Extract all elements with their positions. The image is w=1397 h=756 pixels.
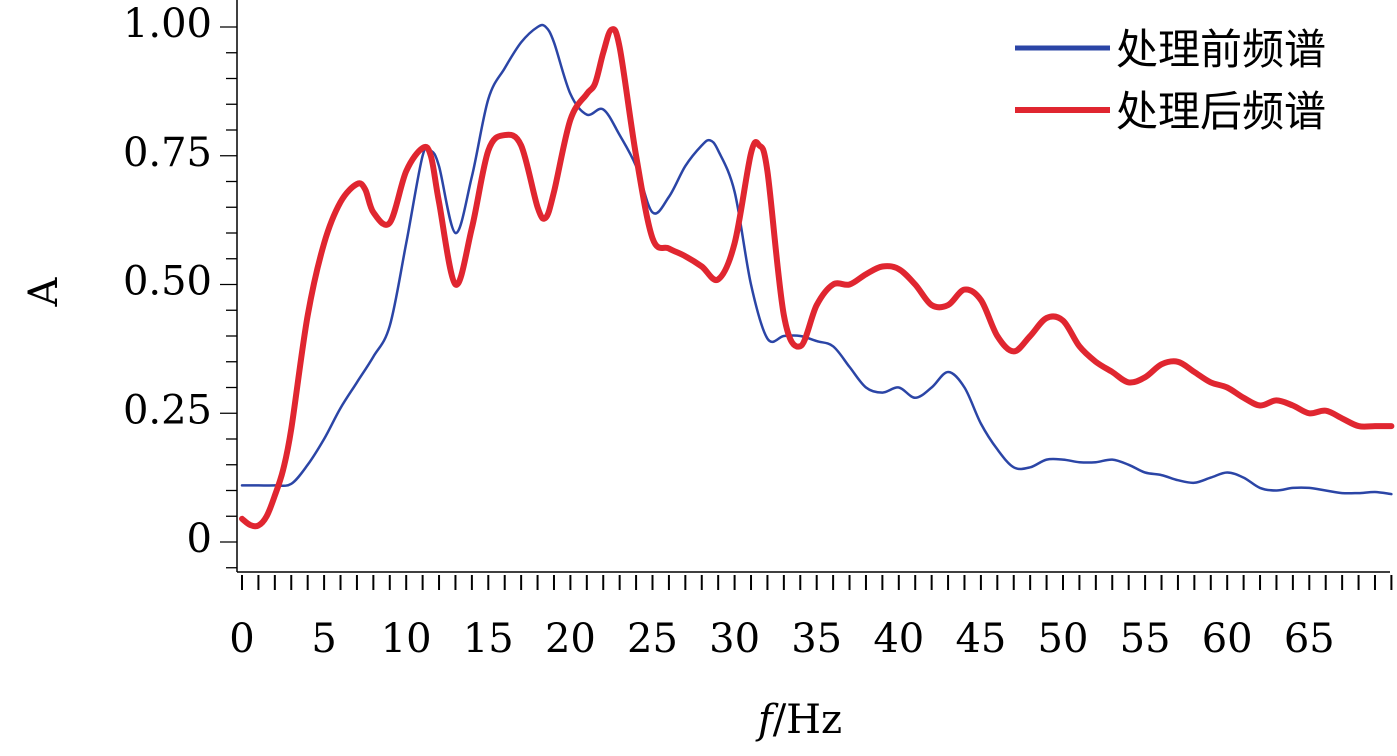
legend-label-after: 处理后频谱 <box>1116 87 1326 136</box>
x-axis-title: f/Hz <box>755 697 842 743</box>
x-tick-label: 30 <box>709 616 760 662</box>
x-tick-label: 60 <box>1202 616 1253 662</box>
x-tick-label: 65 <box>1284 616 1335 662</box>
y-tick-label: 0.50 <box>123 259 212 305</box>
series-after-line <box>239 26 1395 530</box>
y-tick-label: 1.00 <box>123 1 212 47</box>
x-tick-label: 50 <box>1038 616 1089 662</box>
x-tick-label: 55 <box>1120 616 1171 662</box>
x-tick-label: 35 <box>791 616 842 662</box>
x-tick-label: 25 <box>627 616 678 662</box>
legend: 处理前频谱 处理后频谱 <box>1015 25 1326 136</box>
y-axis-title: A <box>21 276 67 307</box>
x-axis-title-unit: /Hz <box>773 697 842 743</box>
x-tick-label: 10 <box>381 616 432 662</box>
x-tick-label: 20 <box>545 616 596 662</box>
x-tick-label: 0 <box>229 616 254 662</box>
x-tick-label: 45 <box>955 616 1006 662</box>
x-tick-label: 15 <box>463 616 514 662</box>
x-ticks: 0 5 10 15 20 25 30 35 40 45 50 55 60 65 <box>229 575 1393 662</box>
x-tick-label: 5 <box>311 616 336 662</box>
x-tick-label: 40 <box>873 616 924 662</box>
y-ticks: 0 0.25 0.50 0.75 1.00 <box>123 1 237 569</box>
y-axis: 0 0.25 0.50 0.75 1.00 <box>123 0 238 572</box>
plot-lines <box>239 23 1395 530</box>
x-axis: 0 5 10 15 20 25 30 35 40 45 50 55 60 65 <box>229 571 1393 662</box>
y-tick-label: 0.75 <box>123 130 212 176</box>
legend-item-before: 处理前频谱 <box>1015 25 1326 74</box>
legend-label-before: 处理前频谱 <box>1116 25 1326 74</box>
y-tick-label: 0 <box>187 516 212 562</box>
legend-item-after: 处理后频谱 <box>1015 87 1326 136</box>
y-tick-label: 0.25 <box>123 387 212 433</box>
